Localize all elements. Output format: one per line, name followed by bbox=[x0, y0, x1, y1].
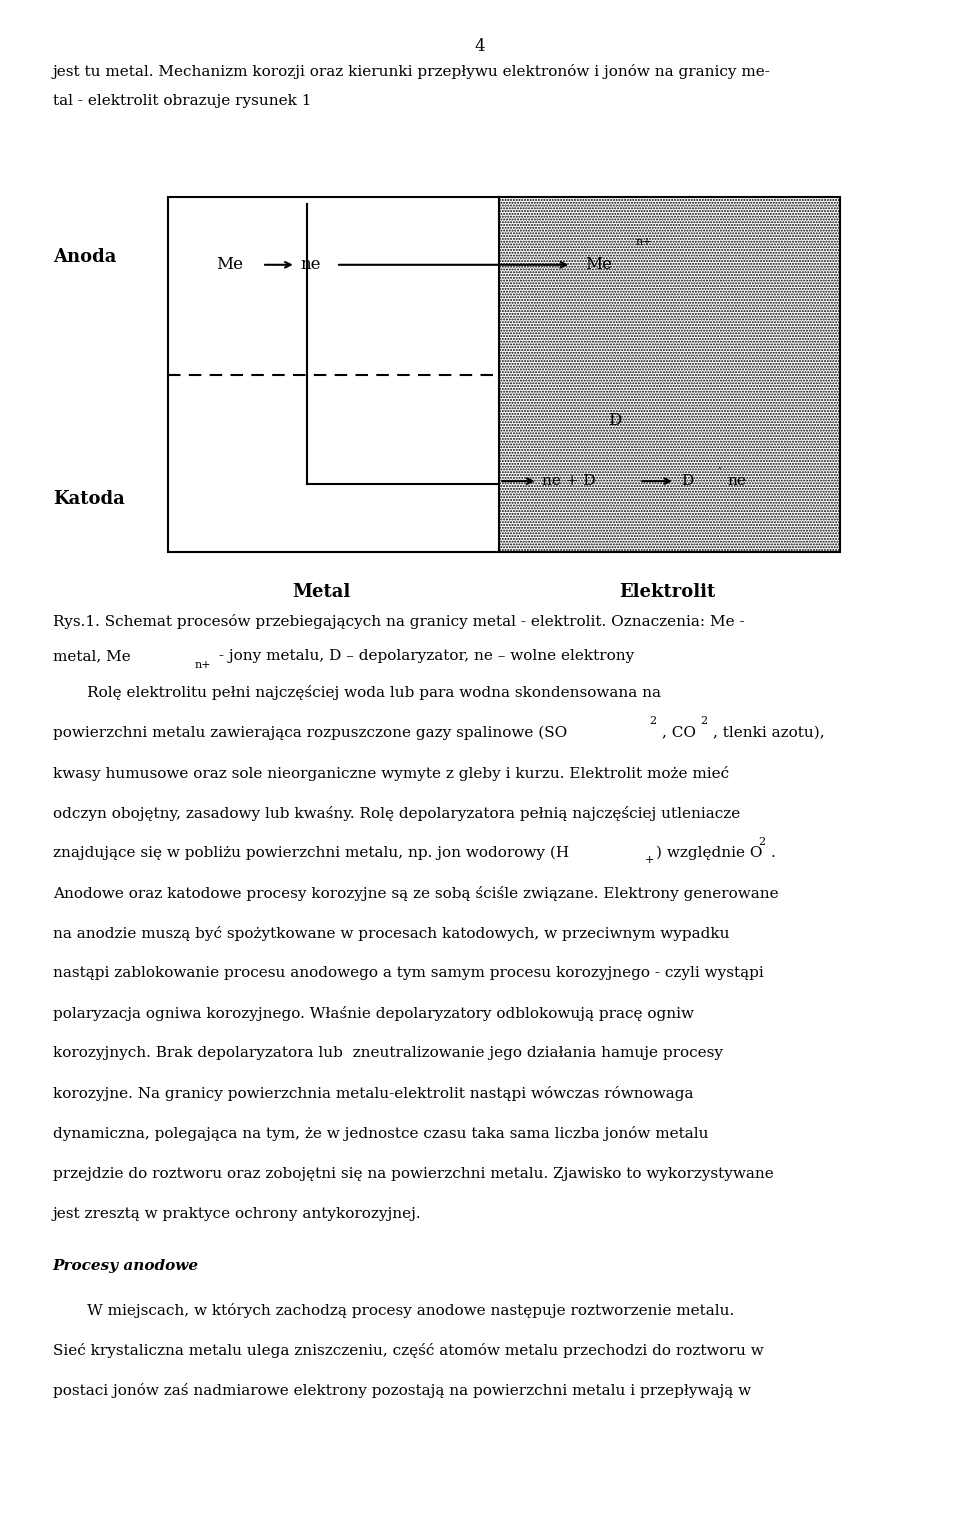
Text: korozyjne. Na granicy powierzchnia metalu-elektrolit nastąpi wówczas równowaga: korozyjne. Na granicy powierzchnia metal… bbox=[53, 1086, 693, 1101]
Text: przejdzie do roztworu oraz zobojętni się na powierzchni metalu. Zjawisko to wyko: przejdzie do roztworu oraz zobojętni się… bbox=[53, 1167, 774, 1180]
Text: n+: n+ bbox=[195, 660, 211, 670]
Text: nastąpi zablokowanie procesu anodowego a tym samym procesu korozyjnego - czyli w: nastąpi zablokowanie procesu anodowego a… bbox=[53, 967, 763, 980]
Text: na anodzie muszą być spożytkowane w procesach katodowych, w przeciwnym wypadku: na anodzie muszą być spożytkowane w proc… bbox=[53, 926, 730, 941]
Text: 2: 2 bbox=[701, 716, 708, 726]
Text: znajdujące się w pobliżu powierzchni metalu, np. jon wodorowy (H: znajdujące się w pobliżu powierzchni met… bbox=[53, 846, 569, 861]
Text: Sieć krystaliczna metalu ulega zniszczeniu, część atomów metalu przechodzi do ro: Sieć krystaliczna metalu ulega zniszczen… bbox=[53, 1344, 763, 1359]
Bar bbox=[499, 197, 840, 552]
Text: powierzchni metalu zawierająca rozpuszczone gazy spalinowe (SO: powierzchni metalu zawierająca rozpuszcz… bbox=[53, 726, 567, 740]
Text: Anoda: Anoda bbox=[53, 248, 116, 266]
Text: , CO: , CO bbox=[662, 726, 696, 740]
Text: ne + D: ne + D bbox=[542, 474, 596, 489]
Text: Anodowe oraz katodowe procesy korozyjne są ze sobą ściśle związane. Elektrony ge: Anodowe oraz katodowe procesy korozyjne … bbox=[53, 887, 779, 900]
Text: D: D bbox=[608, 412, 621, 430]
Text: +: + bbox=[645, 855, 655, 865]
Text: n+: n+ bbox=[636, 238, 652, 247]
Text: jest tu metal. Mechanizm korozji oraz kierunki przepływu elektronów i jonów na g: jest tu metal. Mechanizm korozji oraz ki… bbox=[53, 64, 771, 79]
Text: metal, Me: metal, Me bbox=[53, 649, 131, 663]
Text: dynamiczna, polegająca na tym, że w jednostce czasu taka sama liczba jonów metal: dynamiczna, polegająca na tym, że w jedn… bbox=[53, 1127, 708, 1141]
Text: W miejscach, w których zachodzą procesy anodowe następuje roztworzenie metalu.: W miejscach, w których zachodzą procesy … bbox=[53, 1303, 734, 1318]
Text: jest zresztą w praktyce ochrony antykorozyjnej.: jest zresztą w praktyce ochrony antykoro… bbox=[53, 1207, 421, 1221]
Text: ne: ne bbox=[728, 474, 747, 489]
Text: odczyn obojętny, zasadowy lub kwaśny. Rolę depolaryzatora pełnią najczęściej utl: odczyn obojętny, zasadowy lub kwaśny. Ro… bbox=[53, 805, 740, 820]
Text: polaryzacja ogniwa korozyjnego. Właśnie depolaryzatory odblokowują pracę ogniw: polaryzacja ogniwa korozyjnego. Właśnie … bbox=[53, 1006, 694, 1021]
Text: Procesy anodowe: Procesy anodowe bbox=[53, 1259, 199, 1272]
Text: - jony metalu, D – depolaryzator, ne – wolne elektrony: - jony metalu, D – depolaryzator, ne – w… bbox=[214, 649, 635, 663]
Text: ·: · bbox=[718, 463, 722, 475]
Text: Metal: Metal bbox=[293, 583, 350, 601]
Text: Katoda: Katoda bbox=[53, 490, 125, 508]
Text: Elektrolit: Elektrolit bbox=[619, 583, 715, 601]
Text: Me: Me bbox=[586, 256, 612, 274]
Text: tal - elektrolit obrazuje rysunek 1: tal - elektrolit obrazuje rysunek 1 bbox=[53, 94, 311, 107]
Text: ) względnie O: ) względnie O bbox=[656, 846, 762, 861]
Text: Rys.1. Schemat procesów przebiegających na granicy metal - elektrolit. Oznaczeni: Rys.1. Schemat procesów przebiegających … bbox=[53, 614, 744, 629]
Text: D: D bbox=[682, 474, 694, 489]
Text: 2: 2 bbox=[758, 837, 765, 847]
Text: Rolę elektrolitu pełni najczęściej woda lub para wodna skondensowana na: Rolę elektrolitu pełni najczęściej woda … bbox=[53, 685, 660, 701]
Text: ne: ne bbox=[300, 256, 321, 274]
Text: postaci jonów zaś nadmiarowe elektrony pozostają na powierzchni metalu i przepły: postaci jonów zaś nadmiarowe elektrony p… bbox=[53, 1383, 751, 1398]
Text: kwasy humusowe oraz sole nieorganiczne wymyte z gleby i kurzu. Elektrolit może m: kwasy humusowe oraz sole nieorganiczne w… bbox=[53, 766, 729, 781]
Text: , tlenki azotu),: , tlenki azotu), bbox=[713, 726, 825, 740]
Text: 2: 2 bbox=[650, 716, 657, 726]
Text: korozyjnych. Brak depolaryzatora lub  zneutralizowanie jego działania hamuje pro: korozyjnych. Brak depolaryzatora lub zne… bbox=[53, 1047, 723, 1061]
Text: Me: Me bbox=[216, 256, 243, 274]
Text: 4: 4 bbox=[474, 38, 486, 54]
Bar bbox=[168, 197, 840, 552]
Text: .: . bbox=[771, 846, 776, 859]
